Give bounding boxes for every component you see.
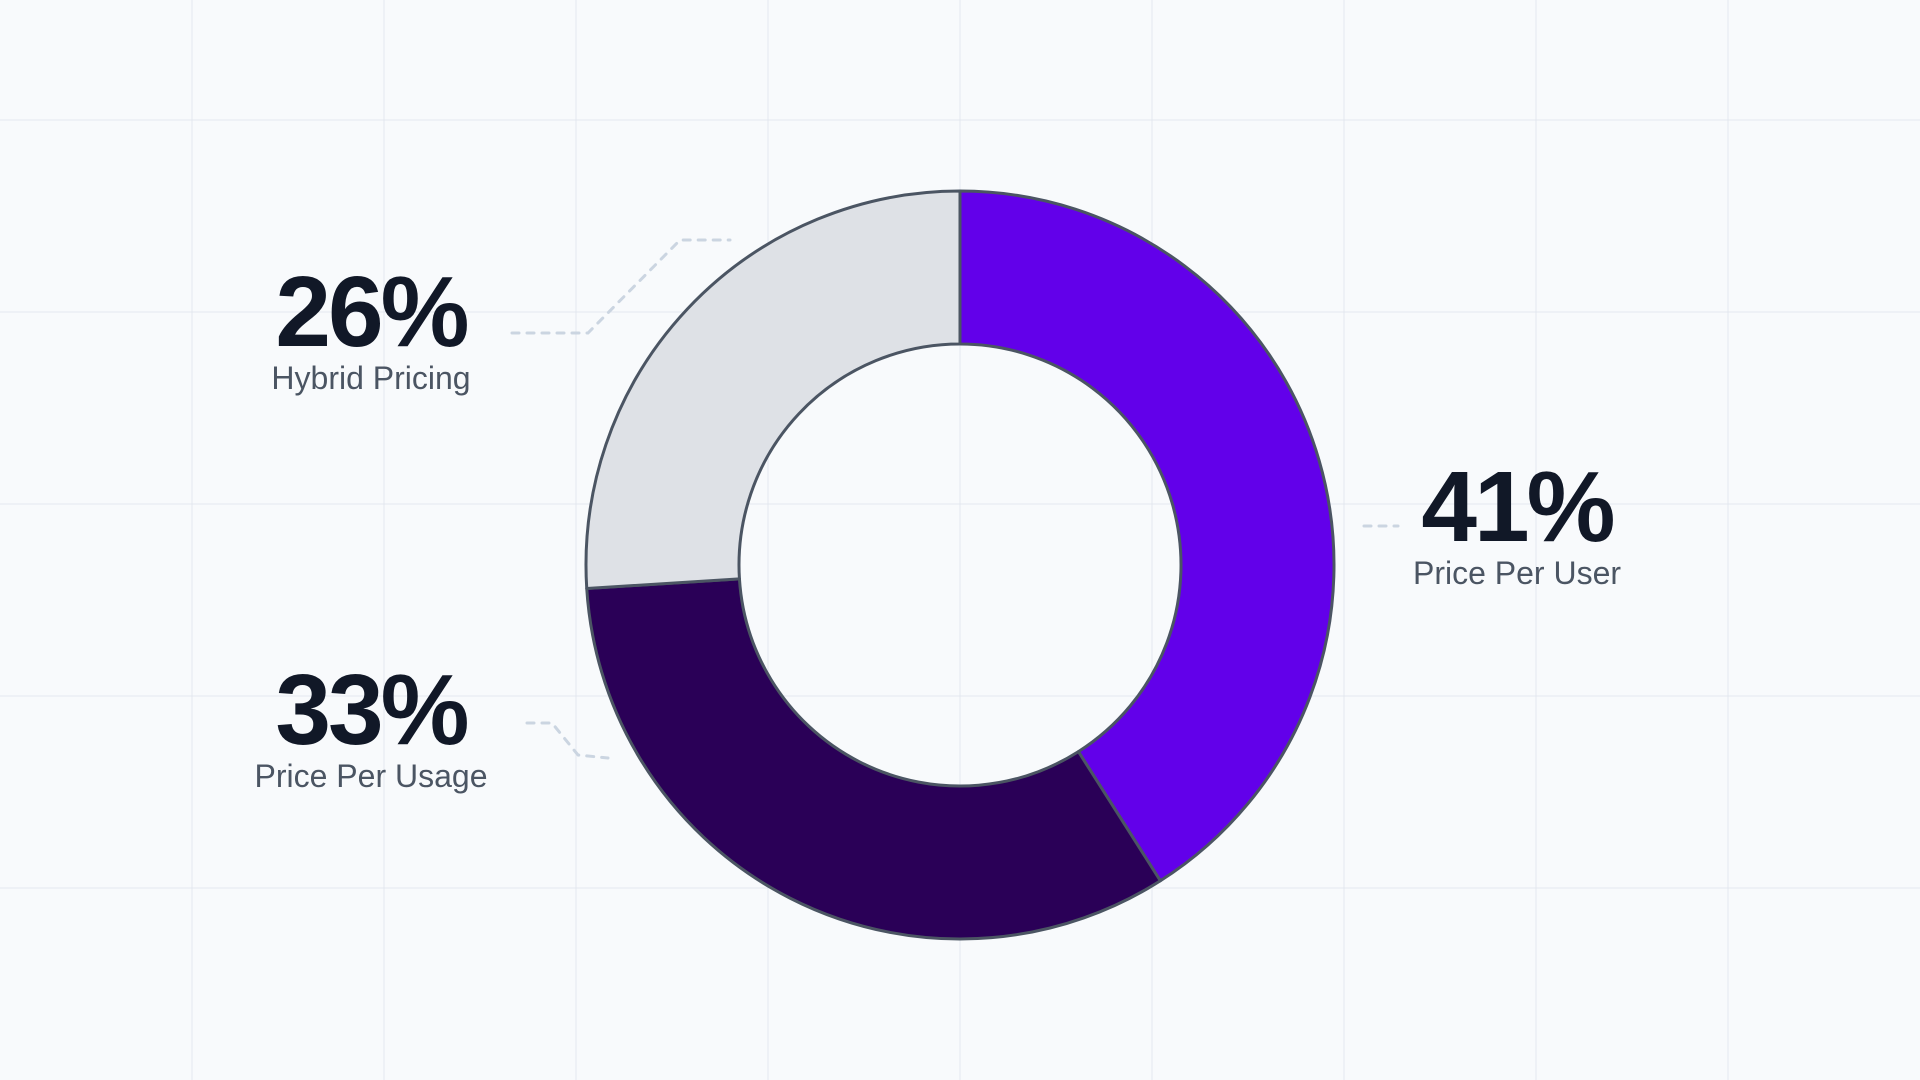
data-label-price-per-user-name: Price Per User [1412,555,1622,591]
donut-slices [584,189,1336,941]
leader-lines [510,238,1400,760]
data-label-hybrid-pricing-name: Hybrid Pricing [271,360,471,396]
donut-slice-price-per-user [958,189,1336,883]
donut-slice-hybrid-pricing [584,189,962,590]
data-label-hybrid-pricing-value: 26% [275,256,469,368]
data-label-price-per-usage-value: 33% [275,654,469,766]
callout-price-per-user: 41% Price Per User [1357,457,1677,593]
data-label-price-per-usage-name: Price Per Usage [254,758,488,794]
donut-slice-price-per-usage [585,577,1162,941]
leader-line-hybrid [510,238,732,335]
callout-price-per-usage: 33% Price Per Usage [211,660,531,796]
callout-hybrid-pricing: 26% Hybrid Pricing [211,262,531,398]
data-label-price-per-user-value: 41% [1421,451,1615,563]
leader-line-usage [525,721,610,760]
